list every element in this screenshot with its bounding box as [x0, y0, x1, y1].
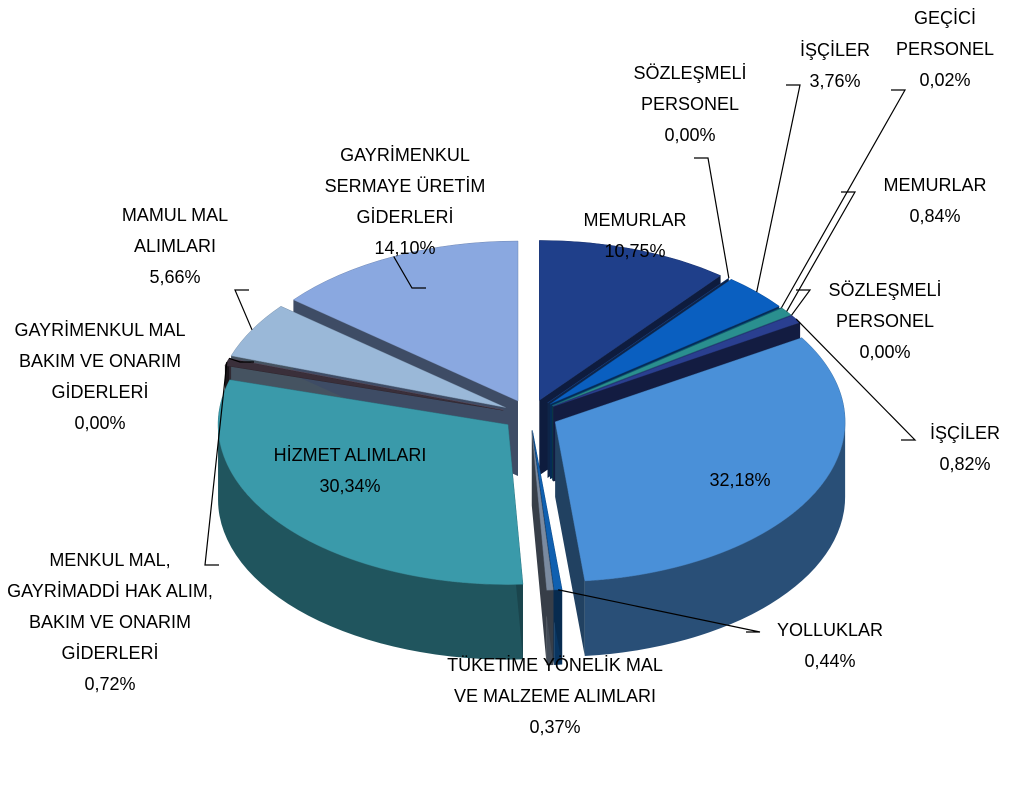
- slice-label: 32,18%: [680, 465, 800, 496]
- slice: [230, 306, 506, 408]
- slices: [217, 240, 846, 591]
- value-label: 0,02%: [919, 70, 971, 90]
- slice: [539, 240, 722, 401]
- slice-label: MAMUL MAL ALIMLARI 5,66%: [100, 200, 250, 293]
- category-name: GAYRİMENKUL MAL BAKIM VE ONARIM GİDERLER…: [14, 320, 186, 402]
- leader-line: [558, 589, 761, 633]
- category-name: GEÇİCİ PERSONEL: [895, 8, 995, 59]
- category-name: MEMURLAR: [583, 210, 687, 230]
- value-label: 0,82%: [939, 454, 991, 474]
- slice-label: TÜKETİME YÖNELİK MAL VE MALZEME ALIMLARI…: [440, 650, 670, 743]
- leader-line: [234, 289, 253, 331]
- value-label: 0,44%: [804, 651, 856, 671]
- value-label: 0,84%: [909, 206, 961, 226]
- value-label: 30,34%: [319, 476, 381, 496]
- slice-label: GAYRİMENKUL MAL BAKIM VE ONARIM GİDERLER…: [10, 315, 190, 439]
- leader-line: [780, 89, 907, 308]
- value-label: 0,72%: [84, 674, 136, 694]
- slice: [554, 337, 846, 582]
- slice-label: MEMURLAR 10,75%: [560, 205, 710, 267]
- category-name: TÜKETİME YÖNELİK MAL VE MALZEME ALIMLARI: [447, 655, 663, 706]
- category-name: GAYRİMENKUL SERMAYE ÜRETİM GİDERLERİ: [324, 145, 486, 227]
- slice: [532, 430, 563, 591]
- value-label: 14,10%: [374, 238, 436, 258]
- slice: [549, 279, 780, 405]
- category-name: İŞÇİLER: [799, 40, 871, 60]
- category-name: İŞÇİLER: [929, 423, 1001, 443]
- leaders: [204, 84, 917, 633]
- slice: [531, 430, 554, 591]
- slice-label: İŞÇİLER 3,76%: [785, 35, 885, 97]
- slice-label: MEMURLAR 0,84%: [870, 170, 1000, 232]
- slice-side: [218, 424, 523, 660]
- category-name: SÖZLEŞMELİ PERSONEL: [633, 63, 747, 114]
- slice: [547, 277, 729, 404]
- leader-line: [694, 157, 730, 279]
- slice-label: GEÇİCİ PERSONEL 0,02%: [885, 3, 1005, 96]
- value-label: 0,37%: [529, 717, 581, 737]
- category-name: HİZMET ALIMLARI: [273, 445, 427, 465]
- slice-label: SÖZLEŞMELİ PERSONEL 0,00%: [810, 275, 960, 368]
- leader-line: [228, 357, 254, 363]
- category-name: MEMURLAR: [883, 175, 987, 195]
- slice-label: SÖZLEŞMELİ PERSONEL 0,00%: [615, 58, 765, 151]
- leader-line: [393, 256, 426, 289]
- leader-line: [791, 289, 812, 316]
- category-name: YOLLUKLAR: [776, 620, 884, 640]
- slice-side: [584, 421, 846, 656]
- leader-line: [204, 361, 228, 566]
- leader-line: [786, 191, 857, 312]
- slice-label: GAYRİMENKUL SERMAYE ÜRETİM GİDERLERİ 14,1…: [300, 140, 510, 264]
- category-name: MAMUL MAL ALIMLARI: [121, 205, 229, 256]
- leader-line: [795, 318, 917, 441]
- slice: [217, 379, 524, 585]
- slice-label: İŞÇİLER 0,82%: [915, 418, 1013, 480]
- leader-line: [756, 84, 801, 293]
- value-label: 5,66%: [149, 267, 201, 287]
- slice-label: HİZMET ALIMLARI 30,34%: [240, 440, 460, 502]
- category-name: MENKUL MAL, GAYRİMADDİ HAK ALIM, BAKIM V…: [7, 550, 213, 663]
- value-label: 0,00%: [664, 125, 716, 145]
- value-label: 0,00%: [74, 413, 126, 433]
- slice-label: MENKUL MAL, GAYRİMADDİ HAK ALIM, BAKIM V…: [5, 545, 215, 700]
- value-label: 10,75%: [604, 241, 666, 261]
- value-label: 0,00%: [859, 342, 911, 362]
- value-label: 3,76%: [809, 71, 861, 91]
- slice-label: YOLLUKLAR 0,44%: [750, 615, 910, 677]
- category-name: SÖZLEŞMELİ PERSONEL: [828, 280, 942, 331]
- value-label: 32,18%: [709, 470, 771, 490]
